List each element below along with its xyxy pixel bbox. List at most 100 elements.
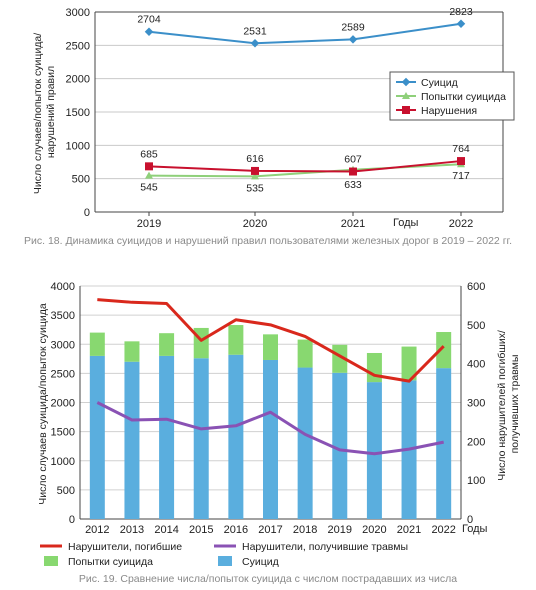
x-tick-label: 2020 — [243, 218, 267, 230]
data-label: 764 — [452, 143, 470, 155]
left-y-axis-label: Число случаев суицида/попыток суицида — [37, 303, 49, 505]
x-tick-labels: 2019 2020 2021 2022 — [137, 212, 473, 230]
bar-suicide — [297, 367, 313, 519]
data-label: 633 — [344, 179, 362, 191]
legend-label: Суицид — [242, 556, 279, 568]
legend-label: Попытки суицида — [421, 91, 506, 103]
y-tick-label: 500 — [57, 485, 75, 497]
y-tick-label: 1500 — [51, 427, 75, 439]
data-labels: 2704 2531 2589 2823 545 535 633 717 685 616 607 764 — [137, 6, 473, 195]
bar-attempts — [332, 344, 348, 373]
data-point — [145, 162, 153, 171]
x-tick-label: 2019 — [328, 524, 352, 536]
data-point — [145, 171, 153, 179]
data-label: 685 — [140, 148, 158, 160]
legend-marker — [402, 92, 410, 99]
y-tick-label: 1000 — [51, 456, 75, 468]
data-point — [251, 166, 259, 175]
right-y-tick-label: 300 — [467, 398, 485, 410]
y-tick-label: 0 — [69, 514, 75, 526]
bar-suicide — [193, 358, 209, 519]
right-y-tick-label: 100 — [467, 475, 485, 487]
bar-suicide — [263, 359, 278, 519]
data-point — [251, 172, 259, 180]
bar-attempts — [124, 341, 140, 362]
y-tick-labels: 0 500 1000 1500 2000 2500 3000 — [66, 7, 90, 219]
figure1-chart: 0 500 1000 1500 2000 2500 3000 2019 2020 2021 202… — [32, 6, 515, 230]
x-tick-label: 2020 — [362, 524, 386, 536]
data-label: 717 — [452, 170, 470, 182]
data-label: 607 — [344, 154, 362, 166]
x-tick-labels: 2012 2013 2014 2015 2016 2017 2018 2019 2020 2021… — [85, 524, 456, 536]
legend-marker — [402, 106, 410, 114]
y-tick-label: 4000 — [51, 281, 75, 293]
data-label: 616 — [246, 153, 264, 165]
right-y-tick-label: 0 — [467, 514, 473, 526]
legend-swatch — [44, 556, 58, 566]
figure1-caption: Рис. 18. Динамика суицидов и нарушений п… — [24, 235, 512, 247]
right-y-axis-label: Число нарушителей погибших/ получивших т… — [496, 327, 521, 481]
data-label: 2531 — [243, 25, 267, 37]
bar-attempts — [228, 325, 244, 355]
bar-suicide — [124, 361, 140, 519]
data-point — [456, 19, 466, 29]
grid — [94, 11, 504, 213]
x-tick-label: 2022 — [449, 218, 473, 230]
right-y-tick-label: 400 — [467, 359, 485, 371]
x-tick-label: 2015 — [189, 524, 213, 536]
y-tick-label: 2000 — [66, 74, 90, 86]
series-line — [148, 160, 462, 173]
data-label: 2823 — [449, 6, 473, 18]
right-y-tick-label: 600 — [467, 281, 485, 293]
data-point — [348, 35, 358, 44]
bar-attempts — [193, 327, 209, 359]
y-tick-label: 0 — [84, 207, 90, 219]
y-tick-label: 2500 — [51, 368, 75, 380]
x-tick-label: 2019 — [137, 218, 161, 230]
data-label: 2704 — [137, 14, 161, 26]
data-point — [457, 157, 465, 166]
left-y-tick-labels: 0 500 1000 1500 2000 2500 3000 3500 4000 — [51, 281, 75, 526]
legend-label: Нарушения — [421, 105, 477, 117]
x-tick-label: 2017 — [258, 524, 282, 536]
x-tick-label: 2022 — [431, 524, 455, 536]
series-lines — [144, 19, 466, 180]
x-tick-label: 2012 — [85, 524, 109, 536]
bar-attempts — [297, 339, 313, 368]
bar-suicide — [159, 355, 175, 519]
series-lines — [96, 298, 445, 456]
bar-attempts — [366, 352, 382, 383]
y-tick-label: 3000 — [51, 339, 75, 351]
legend-swatch — [218, 556, 232, 566]
legend-label: Попытки суицида — [68, 556, 153, 568]
x-tick-label: 2014 — [154, 524, 178, 536]
series-line — [148, 22, 462, 45]
right-y-tick-label: 200 — [467, 436, 485, 448]
legend-marker — [401, 77, 411, 87]
bar-attempts — [436, 332, 452, 369]
data-label: 2589 — [341, 21, 365, 33]
y-tick-label: 2500 — [66, 40, 90, 52]
legend-label: Нарушители, получившие травмы — [242, 541, 408, 553]
x-tick-label: 2021 — [341, 218, 365, 230]
y-tick-label: 1000 — [66, 140, 90, 152]
bar-suicide — [366, 382, 382, 519]
bar-attempts — [401, 346, 417, 381]
legend-label: Суицид — [421, 77, 458, 89]
data-point — [349, 167, 357, 176]
right-y-tick-label: 500 — [467, 320, 485, 332]
x-tick-label: 2018 — [293, 524, 317, 536]
right-y-tick-labels: 0 100 200 300 400 500 600 — [467, 281, 485, 526]
x-tick-label: 2013 — [120, 524, 144, 536]
figure2-caption: Рис. 19. Сравнение числа/попыток суицида… — [78, 573, 458, 585]
x-axis-label: Годы — [462, 523, 488, 535]
bar-attempts — [89, 332, 105, 356]
bar-suicide — [332, 372, 348, 519]
bar-attempts — [159, 333, 175, 356]
bar-attempts — [263, 334, 278, 360]
y-tick-label: 3000 — [66, 7, 90, 19]
data-label: 545 — [140, 182, 158, 194]
legend: Нарушители, погибшие Нарушители, получивш… — [40, 541, 408, 568]
legend-label: Нарушители, погибшие — [68, 541, 182, 553]
